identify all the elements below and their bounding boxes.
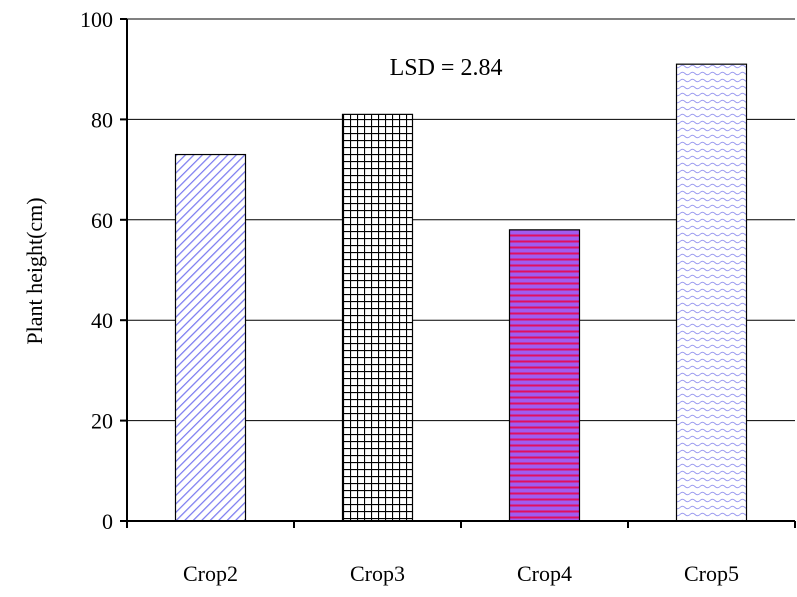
x-tick-label: Crop5: [684, 561, 739, 586]
bar-crop5: [675, 63, 748, 522]
y-tick-label: 100: [80, 7, 113, 32]
bars: [174, 63, 748, 522]
lsd-annotation: LSD = 2.84: [390, 55, 503, 81]
bar-crop2: [174, 153, 247, 522]
x-ticks: Crop2 Crop3 Crop4 Crop5: [126, 521, 796, 586]
x-tick-label: Crop4: [517, 561, 572, 586]
y-tick-label: 20: [91, 409, 113, 434]
bar-crop3: [341, 113, 414, 522]
y-tick-label: 40: [91, 308, 113, 333]
y-ticks: 0 20 40 60 80 100: [80, 7, 127, 534]
y-tick-label: 80: [91, 107, 113, 132]
x-tick-label: Crop3: [350, 561, 405, 586]
y-tick-label: 0: [102, 509, 113, 534]
y-tick-label: 60: [91, 208, 113, 233]
bar-crop4: [508, 229, 581, 522]
x-tick-label: Crop2: [183, 561, 238, 586]
y-axis-label: Plant height(cm): [22, 197, 47, 344]
